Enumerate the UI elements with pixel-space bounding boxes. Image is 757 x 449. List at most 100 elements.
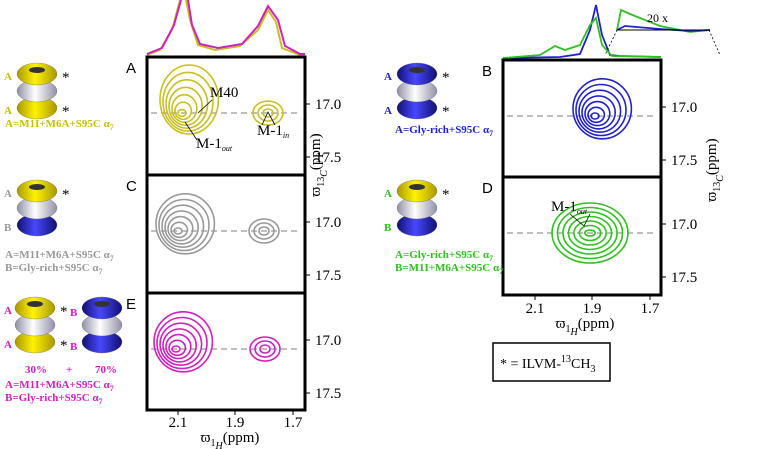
molecule-label: A [4,105,12,117]
caption: B=Gly-rich+S95C α7 [5,392,103,406]
text-part: H [214,441,223,449]
contour [573,220,607,246]
text-part: A=Gly-rich+S95C α [395,124,490,136]
star: * [62,104,70,120]
x-tick-label: 1.7 [284,415,303,431]
caption: A=M1I+M6A+S95C α7 [5,379,114,393]
leader [261,111,276,126]
contour [584,100,611,127]
annotation: M40 [210,85,238,101]
annotation: M-1out [551,199,588,216]
torus [396,179,438,203]
molecule-label: A [384,105,392,117]
contour [551,202,629,264]
text-part: 13 [316,177,327,187]
text-part: B=Gly-rich+S95C α [5,392,99,404]
contour [259,344,271,354]
text-part: A=M1I+M6A+S95C α [5,118,111,130]
y-tick-label: 17.0 [315,333,341,349]
leader [197,99,213,114]
star: * [60,304,68,320]
molecule-label: + [66,364,72,376]
spectrum-1d-left [146,0,305,56]
caption: B=Gly-rich+S95C α7 [5,262,103,276]
panel-label: B [482,63,492,80]
molecule-label: B [70,307,78,319]
contour [567,215,613,251]
x-tick-label: 2.1 [526,301,545,317]
star: * [442,187,450,203]
star: * [442,70,450,86]
contour [248,218,280,244]
panel-label: A [126,60,136,77]
text-part: ϖ [556,316,566,332]
contour [155,193,216,255]
contour [575,83,627,137]
y-tick-label: 17.5 [315,386,341,402]
contour [164,210,200,245]
axis-label: ϖ1H(ppm) [201,430,260,449]
contour [162,71,214,132]
text-part: ϖ [201,430,211,446]
leader [184,121,198,141]
text-part: M-1 [257,123,283,139]
star: * [442,104,450,120]
axis-label: ϖ13C(ppm) [704,138,726,201]
panel-label: E [126,296,136,313]
caption: A=M1I+M6A+S95C α7 [5,118,114,132]
text-part: 1 [565,324,570,335]
x-tick-label: 1.9 [226,415,245,431]
molecule-label: A [384,71,392,83]
contour [156,316,208,370]
x-tick-label: 1.9 [583,301,602,317]
contour [153,310,214,373]
annotation: M-1out [196,136,233,153]
caption: B=M1I+M6A+S95C α7 [395,262,503,276]
text-part: 7 [99,397,103,406]
axis-label: ϖ1H(ppm) [556,316,615,338]
torus-hole [94,301,110,307]
molecule-label: A [4,305,12,317]
contour [159,322,203,367]
y-tick-label: 17.0 [671,217,697,233]
y-tick-label: 17.0 [671,100,697,116]
star: * [62,70,70,86]
annotation: M-1in [257,123,289,140]
contour [168,86,204,127]
text-part: C [319,170,330,177]
panel-frame [145,291,307,412]
torus-hole [409,67,425,73]
text-part: 7 [489,254,493,263]
text-part: 7 [489,129,493,138]
contour [253,222,275,240]
text-part: ϖ [704,192,720,202]
star: * [60,338,68,354]
inset-label: 20 x [647,11,668,25]
contour [161,204,205,248]
text-part: A=M1I+M6A+S95C α [5,379,111,391]
panel-label: C [126,178,137,195]
y-tick-label: 17.5 [315,150,341,166]
torus [81,296,123,320]
spectrum-1d-right [502,4,721,59]
contour [578,224,602,242]
torus-hole [27,301,43,307]
molecule-label: A [4,188,12,200]
y-tick-label: 17.0 [315,215,341,231]
contour [249,336,281,362]
contour [262,108,274,118]
molecule-label: 30% [25,364,47,376]
text-part: (ppm) [223,430,260,446]
text-part: B=M1I+M6A+S95C α [395,262,500,274]
text-part: 7 [110,123,114,132]
text-part: out [577,207,588,216]
molecule-label: A [384,188,392,200]
contour [583,229,596,237]
contour [587,106,606,124]
contour [162,328,198,363]
contour [170,221,189,239]
contour [562,211,618,255]
text-part: B=Gly-rich+S95C α [5,262,99,274]
legend-box [492,342,611,382]
